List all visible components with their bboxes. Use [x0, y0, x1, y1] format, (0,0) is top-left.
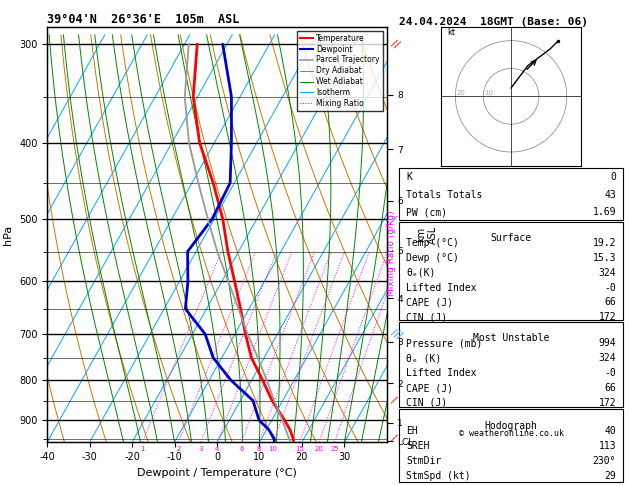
Text: 40: 40	[604, 426, 616, 436]
Text: 172: 172	[598, 398, 616, 408]
Text: 2: 2	[176, 446, 181, 452]
Y-axis label: km
ASL: km ASL	[416, 226, 438, 243]
Text: 19.2: 19.2	[593, 239, 616, 248]
Text: Lifted Index: Lifted Index	[406, 368, 477, 378]
Text: 15.3: 15.3	[593, 253, 616, 263]
Text: Surface: Surface	[491, 233, 532, 243]
Text: 324: 324	[598, 268, 616, 278]
Text: 113: 113	[598, 441, 616, 451]
Text: Pressure (mb): Pressure (mb)	[406, 338, 482, 348]
Text: 15: 15	[295, 446, 304, 452]
Text: θₑ (K): θₑ (K)	[406, 353, 442, 363]
Text: Hodograph: Hodograph	[484, 421, 538, 431]
X-axis label: Dewpoint / Temperature (°C): Dewpoint / Temperature (°C)	[137, 468, 297, 478]
Text: 10: 10	[269, 446, 277, 452]
Text: © weatheronline.co.uk: © weatheronline.co.uk	[459, 429, 564, 438]
Text: θₑ(K): θₑ(K)	[406, 268, 435, 278]
Text: EH: EH	[406, 426, 418, 436]
Text: 39°04'N  26°36'E  105m  ASL: 39°04'N 26°36'E 105m ASL	[47, 13, 240, 26]
Text: CIN (J): CIN (J)	[406, 398, 447, 408]
Text: PW (cm): PW (cm)	[406, 207, 447, 217]
Text: SREH: SREH	[406, 441, 430, 451]
Text: 25: 25	[330, 446, 339, 452]
Text: 324: 324	[598, 353, 616, 363]
Text: 8: 8	[257, 446, 261, 452]
Text: /: /	[390, 396, 398, 406]
Text: 66: 66	[604, 383, 616, 393]
Text: Totals Totals: Totals Totals	[406, 190, 482, 200]
Text: 6: 6	[239, 446, 243, 452]
Text: ///: ///	[390, 327, 404, 341]
Text: 66: 66	[604, 297, 616, 307]
Text: Most Unstable: Most Unstable	[473, 333, 549, 343]
Legend: Temperature, Dewpoint, Parcel Trajectory, Dry Adiabat, Wet Adiabat, Isotherm, Mi: Temperature, Dewpoint, Parcel Trajectory…	[297, 31, 383, 111]
Text: 3: 3	[199, 446, 203, 452]
Text: /: /	[390, 434, 398, 444]
Text: 20: 20	[314, 446, 323, 452]
Text: CAPE (J): CAPE (J)	[406, 383, 453, 393]
Text: 1.69: 1.69	[593, 207, 616, 217]
Text: Mixing Ratio (g/kg): Mixing Ratio (g/kg)	[387, 210, 396, 295]
Text: 0: 0	[610, 173, 616, 182]
Text: //: //	[390, 38, 401, 50]
Text: Temp (°C): Temp (°C)	[406, 239, 459, 248]
Text: K: K	[406, 173, 412, 182]
Text: 230°: 230°	[593, 456, 616, 466]
Text: StmDir: StmDir	[406, 456, 442, 466]
Text: Lifted Index: Lifted Index	[406, 282, 477, 293]
Text: CIN (J): CIN (J)	[406, 312, 447, 322]
Text: CAPE (J): CAPE (J)	[406, 297, 453, 307]
Text: 43: 43	[604, 190, 616, 200]
Text: 24.04.2024  18GMT (Base: 06): 24.04.2024 18GMT (Base: 06)	[399, 17, 588, 27]
Text: 994: 994	[598, 338, 616, 348]
Bar	[399, 168, 623, 220]
Y-axis label: hPa: hPa	[3, 225, 13, 244]
Bar	[399, 409, 623, 482]
Text: 1: 1	[140, 446, 145, 452]
Text: /: /	[390, 214, 398, 224]
Text: Dewp (°C): Dewp (°C)	[406, 253, 459, 263]
Text: 29: 29	[604, 471, 616, 481]
Text: 172: 172	[598, 312, 616, 322]
Text: -0: -0	[604, 282, 616, 293]
Text: -0: -0	[604, 368, 616, 378]
Text: 4: 4	[215, 446, 220, 452]
Bar	[399, 322, 623, 407]
Text: StmSpd (kt): StmSpd (kt)	[406, 471, 470, 481]
Bar	[399, 222, 623, 320]
